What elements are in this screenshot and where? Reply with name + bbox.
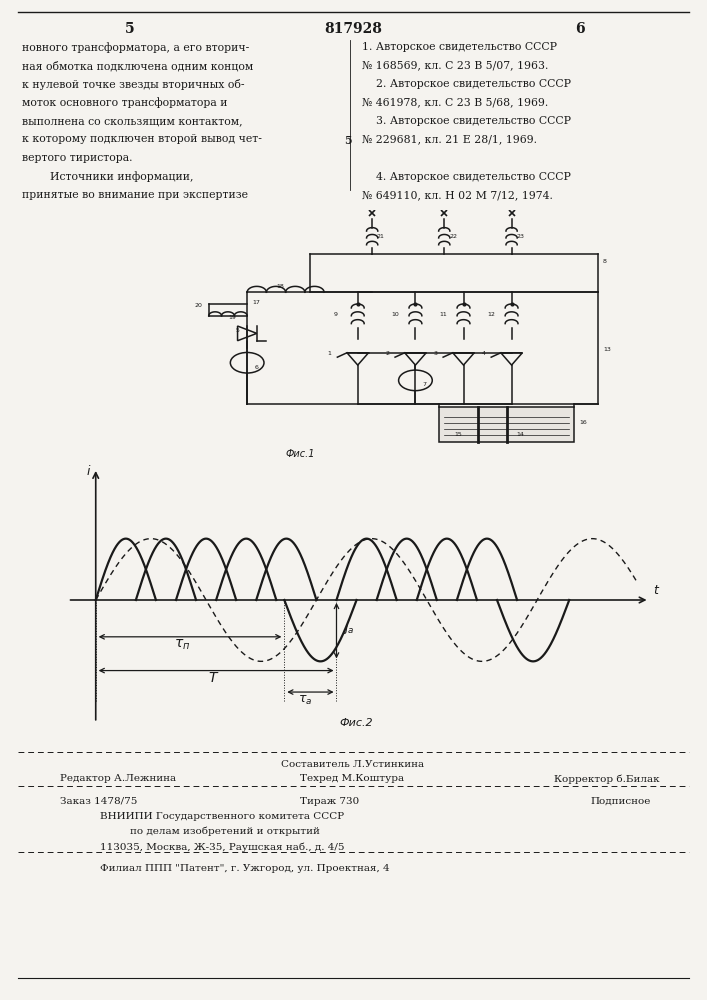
Text: Фис.2: Фис.2 <box>340 718 373 728</box>
Text: Корректор б.Билак: Корректор б.Билак <box>554 774 660 784</box>
Text: Тираж 730: Тираж 730 <box>300 797 359 806</box>
Text: 14: 14 <box>516 432 525 437</box>
Text: i: i <box>86 465 90 478</box>
Text: 20: 20 <box>194 303 202 308</box>
Text: Заказ 1478/75: Заказ 1478/75 <box>60 797 137 806</box>
Text: Источники информации,: Источники информации, <box>22 172 194 182</box>
Text: 6: 6 <box>255 365 258 370</box>
Text: 6: 6 <box>575 22 585 36</box>
Text: № 229681, кл. 21 Е 28/1, 1969.: № 229681, кл. 21 Е 28/1, 1969. <box>362 134 537 144</box>
Text: 17: 17 <box>252 300 260 305</box>
Text: 1. Авторское свидетельство СССР: 1. Авторское свидетельство СССР <box>362 42 557 52</box>
Text: выполнена со скользящим контактом,: выполнена со скользящим контактом, <box>22 116 243 126</box>
Text: 4: 4 <box>481 351 486 356</box>
Text: 13: 13 <box>603 347 611 352</box>
Text: Подписное: Подписное <box>590 797 650 806</box>
Text: 22: 22 <box>449 234 457 239</box>
Text: 10: 10 <box>392 312 399 317</box>
Text: ная обмотка подключена одним концом: ная обмотка подключена одним концом <box>22 60 253 71</box>
Text: Редактор А.Лежнина: Редактор А.Лежнина <box>60 774 176 783</box>
Text: новного трансформатора, а его вторич-: новного трансформатора, а его вторич- <box>22 42 250 53</box>
Text: t: t <box>653 584 658 597</box>
Text: 1: 1 <box>328 351 332 356</box>
Text: $\tau_п$: $\tau_п$ <box>174 638 190 652</box>
Text: T: T <box>208 671 216 685</box>
Text: моток основного трансформатора и: моток основного трансформатора и <box>22 98 228 108</box>
Text: 16: 16 <box>579 420 587 425</box>
Text: к нулевой точке звезды вторичных об-: к нулевой точке звезды вторичных об- <box>22 79 245 90</box>
Text: 9: 9 <box>334 312 338 317</box>
Text: 5: 5 <box>344 134 352 145</box>
Text: Техред М.Коштура: Техред М.Коштура <box>300 774 404 783</box>
Text: Составитель Л.Устинкина: Составитель Л.Устинкина <box>281 760 425 769</box>
Text: принятые во внимание при экспертизе: принятые во внимание при экспертизе <box>22 190 248 200</box>
Text: 8: 8 <box>603 259 607 264</box>
Text: 5: 5 <box>125 22 135 36</box>
Text: 21: 21 <box>377 234 385 239</box>
Text: по делам изобретений и открытий: по делам изобретений и открытий <box>130 827 320 836</box>
Text: к которому подключен второй вывод чет-: к которому подключен второй вывод чет- <box>22 134 262 144</box>
Text: № 168569, кл. С 23 В 5/07, 1963.: № 168569, кл. С 23 В 5/07, 1963. <box>362 60 549 70</box>
Text: № 461978, кл. С 23 В 5/68, 1969.: № 461978, кл. С 23 В 5/68, 1969. <box>362 98 548 107</box>
Text: 2: 2 <box>385 351 390 356</box>
Text: ВНИИПИ Государственного комитета СССР: ВНИИПИ Государственного комитета СССР <box>100 812 344 821</box>
Text: 19: 19 <box>228 315 236 320</box>
Text: 3. Авторское свидетельство СССР: 3. Авторское свидетельство СССР <box>362 116 571 126</box>
Text: 15: 15 <box>454 432 462 437</box>
Text: 2. Авторское свидетельство СССР: 2. Авторское свидетельство СССР <box>362 79 571 89</box>
Text: 817928: 817928 <box>324 22 382 36</box>
Text: 113035, Москва, Ж-35, Раушская наб., д. 4/5: 113035, Москва, Ж-35, Раушская наб., д. … <box>100 842 344 852</box>
Text: 4. Авторское свидетельство СССР: 4. Авторское свидетельство СССР <box>362 172 571 182</box>
Text: Филиал ППП "Патент", г. Ужгород, ул. Проектная, 4: Филиал ППП "Патент", г. Ужгород, ул. Про… <box>100 864 390 873</box>
Text: 11: 11 <box>440 312 448 317</box>
Text: вертого тиристора.: вертого тиристора. <box>22 153 132 163</box>
Bar <box>440 407 574 442</box>
Text: 18: 18 <box>276 284 284 289</box>
Text: $\tau_a$: $\tau_a$ <box>298 694 312 707</box>
Text: № 649110, кл. Н 02 М 7/12, 1974.: № 649110, кл. Н 02 М 7/12, 1974. <box>362 190 553 200</box>
Text: Фис.1: Фис.1 <box>286 449 315 459</box>
Text: 7: 7 <box>423 382 426 387</box>
Text: 3: 3 <box>433 351 438 356</box>
Text: 12: 12 <box>488 312 496 317</box>
Text: 23: 23 <box>516 234 525 239</box>
Text: $\jmath_a$: $\jmath_a$ <box>342 622 354 636</box>
Text: 5: 5 <box>235 328 239 333</box>
